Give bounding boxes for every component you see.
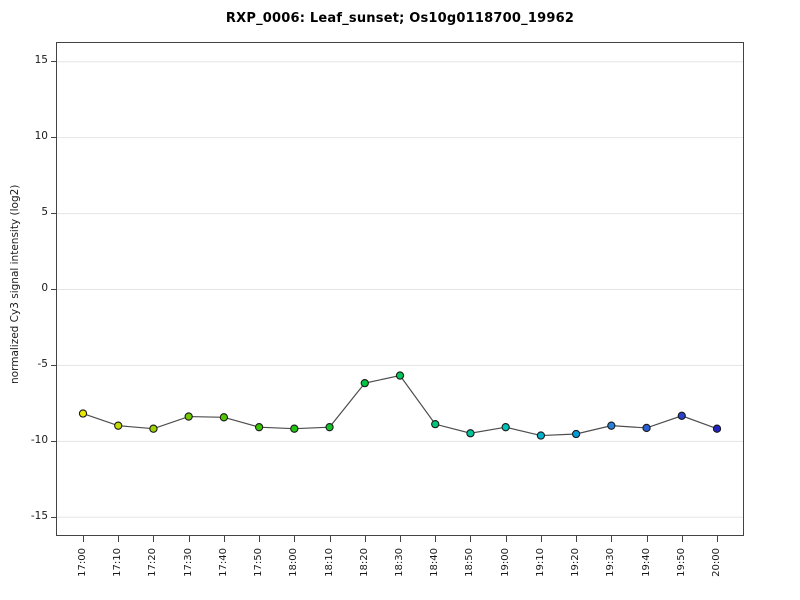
x-tick-label: 19:50 <box>675 548 687 577</box>
data-point <box>360 378 369 388</box>
data-point <box>501 423 510 432</box>
data-point <box>536 431 546 440</box>
x-tick-label: 18:00 <box>288 548 300 577</box>
x-tick-label: 19:30 <box>605 548 617 577</box>
data-point <box>431 419 440 429</box>
data-point <box>571 429 581 439</box>
y-tick-label: 10 <box>34 130 48 143</box>
y-tick <box>51 364 57 366</box>
x-tick-label: 18:10 <box>323 548 335 577</box>
x-tick-label: 17:00 <box>77 548 88 577</box>
data-point <box>677 411 686 420</box>
x-tick <box>435 536 437 542</box>
x-tick <box>188 536 190 542</box>
y-tick <box>51 213 57 215</box>
x-tick <box>118 536 120 542</box>
x-tick <box>329 536 331 542</box>
x-tick-label: 17:40 <box>217 548 229 577</box>
x-tick <box>646 536 648 542</box>
x-tick-label: 17:50 <box>253 548 265 577</box>
x-tick <box>83 536 84 542</box>
x-tick <box>400 536 401 542</box>
x-tick <box>364 536 366 542</box>
x-tick <box>294 536 296 542</box>
y-tick <box>51 516 57 518</box>
x-tick <box>223 536 225 542</box>
x-tick <box>576 536 578 542</box>
x-tick-label: 17:10 <box>112 548 124 577</box>
data-point <box>466 429 475 438</box>
x-tick-label: 19:20 <box>570 548 582 577</box>
line-plot-svg <box>57 61 743 518</box>
x-tick-label: 17:30 <box>182 548 194 577</box>
x-tick-label: 18:30 <box>394 548 405 577</box>
data-point <box>78 409 88 418</box>
data-point <box>184 412 193 421</box>
chart-title: RXP_0006: Leaf_sunset; Os10g0118700_1996… <box>225 11 575 26</box>
data-point <box>114 421 123 430</box>
data-point <box>607 421 616 430</box>
x-tick-label: 20:00 <box>711 548 722 577</box>
y-tick <box>51 137 57 139</box>
y-tick-label: 0 <box>41 282 48 294</box>
y-tick-label: 15 <box>34 54 48 67</box>
x-tick-label: 19:40 <box>640 548 652 577</box>
data-point <box>712 424 722 433</box>
x-tick-label: 19:00 <box>499 548 511 577</box>
x-tick <box>540 536 542 542</box>
x-tick <box>681 536 683 542</box>
data-point <box>254 423 264 432</box>
x-tick <box>470 536 472 542</box>
y-tick <box>51 440 57 442</box>
data-point <box>395 371 405 380</box>
x-tick <box>717 536 718 542</box>
x-tick-label: 18:20 <box>358 548 370 577</box>
x-tick <box>153 536 155 542</box>
y-tick <box>51 61 57 63</box>
x-tick-label: 17:20 <box>147 548 159 577</box>
x-tick-label: 19:10 <box>534 548 546 577</box>
data-point <box>149 424 158 433</box>
series-line <box>82 374 718 437</box>
x-tick <box>505 536 507 542</box>
data-point <box>219 413 229 422</box>
y-tick-label: -10 <box>30 433 48 446</box>
x-tick-label: 18:40 <box>429 548 441 577</box>
y-tick <box>51 289 57 290</box>
y-tick-label: -5 <box>37 357 48 370</box>
x-tick <box>259 536 261 542</box>
data-point <box>642 423 651 433</box>
y-tick-label: -15 <box>30 509 48 522</box>
x-tick-label: 18:50 <box>464 548 476 577</box>
x-tick <box>611 536 613 542</box>
data-point <box>290 424 299 433</box>
data-point <box>325 423 334 432</box>
y-tick-label: 5 <box>41 206 48 219</box>
